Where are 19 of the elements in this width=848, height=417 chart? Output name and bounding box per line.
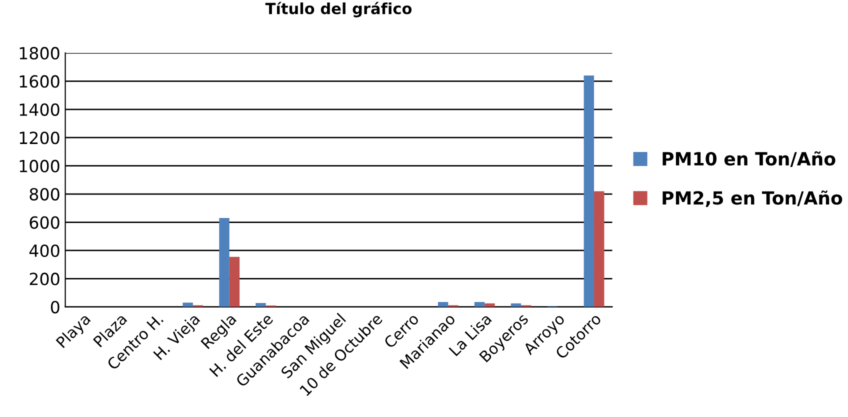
y-tick-label: 200 [30,272,60,286]
y-tick-label: 0 [50,300,60,314]
y-tick-label: 1400 [20,103,60,116]
bar [182,302,193,307]
bar [594,191,604,307]
y-tick-label: 1000 [20,160,60,172]
bar [256,302,266,307]
legend-label: PM2,5 en Ton/Año [662,190,842,208]
y-tick-label: 1600 [20,75,60,88]
bar [584,76,594,307]
legend-label: PM10 en Ton/Año [662,151,836,168]
y-tick-label: 800 [30,188,60,201]
y-tick-label: 600 [30,216,60,229]
y-tick-label: 1800 [20,46,60,60]
y-tick-label: 1200 [20,132,60,144]
bar [219,218,230,307]
bar [229,256,240,307]
y-tick-label: 400 [29,244,60,258]
chart-title: Título del gráfico [265,2,412,18]
